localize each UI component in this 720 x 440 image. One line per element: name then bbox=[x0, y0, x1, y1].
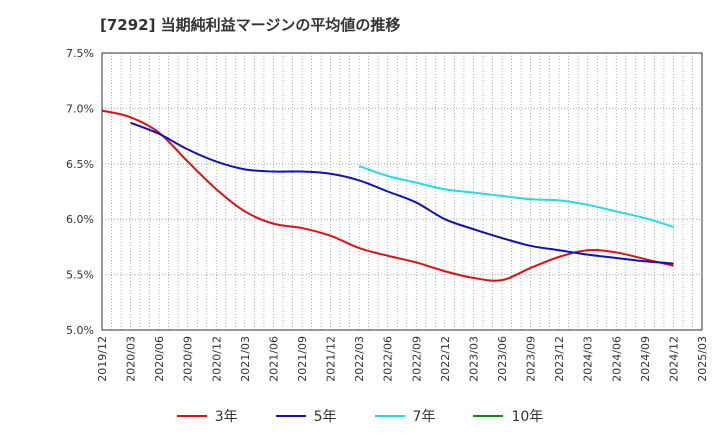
x-axis-ticks: 2019/12 2020/03 2020/06 2020/09 2020/12 2021/… bbox=[96, 336, 709, 382]
series-line-3年 bbox=[101, 109, 674, 282]
x-tick-label: 2024/09 bbox=[639, 336, 652, 382]
x-tick-label: 2022/09 bbox=[410, 336, 423, 382]
series-line-7年 bbox=[358, 165, 674, 228]
x-tick-label: 2023/06 bbox=[496, 336, 509, 382]
legend-swatch bbox=[473, 415, 504, 417]
x-tick-label: 2021/09 bbox=[296, 336, 309, 382]
x-tick-label: 2022/06 bbox=[382, 336, 395, 382]
x-tick-label: 2022/12 bbox=[439, 336, 452, 382]
x-tick-label: 2021/06 bbox=[267, 336, 280, 382]
chart-title: [7292] 当期純利益マージンの平均値の推移 bbox=[100, 16, 401, 34]
y-axis-ticks: 5.0% 5.5% 6.0% 6.5% 7.0% 7.5% bbox=[66, 47, 94, 337]
legend: 3年 5年 7年 10年 bbox=[0, 404, 720, 428]
legend-swatch bbox=[275, 415, 306, 417]
legend-swatch bbox=[176, 415, 207, 417]
x-tick-label: 2020/12 bbox=[210, 336, 223, 382]
legend-item: 10年 bbox=[473, 404, 543, 428]
line-chart: 5.0%5.5%6.0%6.5%7.0%7.5% 2019/12 2020/03 2… bbox=[66, 47, 709, 382]
y-tick-label: 7.5% bbox=[66, 47, 94, 60]
x-tick-label: 2024/12 bbox=[667, 336, 680, 382]
y-tick-label: 5.0% bbox=[66, 324, 94, 337]
x-tick-label: 2023/09 bbox=[525, 336, 538, 382]
x-tick-label: 2020/06 bbox=[153, 336, 166, 382]
x-tick-label: 2024/06 bbox=[610, 336, 623, 382]
x-tick-label: 2019/12 bbox=[96, 336, 109, 382]
legend-item: 3年 bbox=[176, 404, 238, 428]
legend-label: 3年 bbox=[214, 409, 238, 425]
x-tick-label: 2023/12 bbox=[553, 336, 566, 382]
y-tick-label: 7.0% bbox=[66, 102, 94, 115]
legend-label: 5年 bbox=[313, 409, 337, 425]
legend-label: 7年 bbox=[412, 409, 436, 425]
x-tick-label: 2022/03 bbox=[353, 336, 366, 382]
y-tick-label: 6.0% bbox=[66, 213, 94, 226]
grid bbox=[102, 53, 702, 330]
legend-item: 5年 bbox=[275, 404, 337, 428]
series-lines bbox=[101, 109, 674, 282]
x-tick-label: 2021/03 bbox=[239, 336, 252, 382]
y-tick-label: 5.5% bbox=[66, 269, 94, 282]
legend-item: 7年 bbox=[374, 404, 436, 428]
x-tick-label: 2020/03 bbox=[125, 336, 138, 382]
legend-label: 10年 bbox=[511, 409, 544, 425]
x-tick-label: 2021/12 bbox=[325, 336, 338, 382]
series-line-5年 bbox=[130, 121, 674, 265]
plot-frame bbox=[101, 52, 703, 331]
x-tick-label: 2023/03 bbox=[467, 336, 480, 382]
x-tick-label: 2025/03 bbox=[696, 336, 709, 382]
legend-swatch bbox=[374, 415, 405, 417]
x-tick-label: 2024/03 bbox=[582, 336, 595, 382]
y-tick-label: 6.5% bbox=[66, 158, 94, 171]
x-tick-label: 2020/09 bbox=[182, 336, 195, 382]
